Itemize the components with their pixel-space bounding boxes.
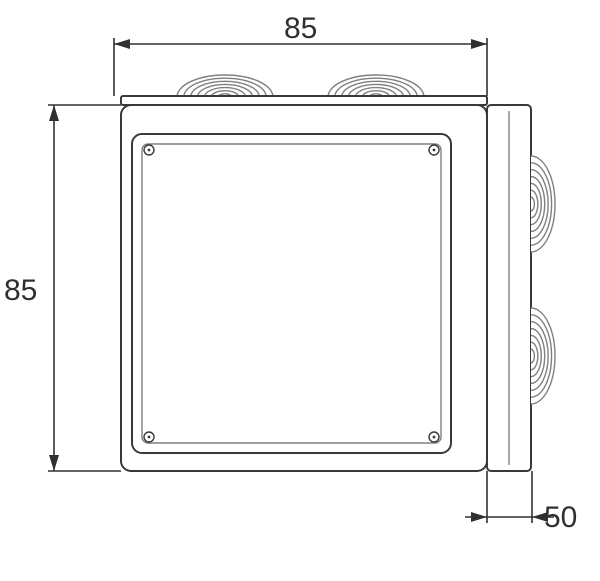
dim-height-label: 85 bbox=[4, 276, 37, 306]
drawing-stage: 85 85 50 bbox=[0, 0, 600, 581]
dim-depth-label: 50 bbox=[544, 503, 577, 533]
dim-width-label: 85 bbox=[284, 14, 317, 44]
box-body bbox=[121, 96, 531, 471]
drawing-svg bbox=[0, 0, 600, 581]
